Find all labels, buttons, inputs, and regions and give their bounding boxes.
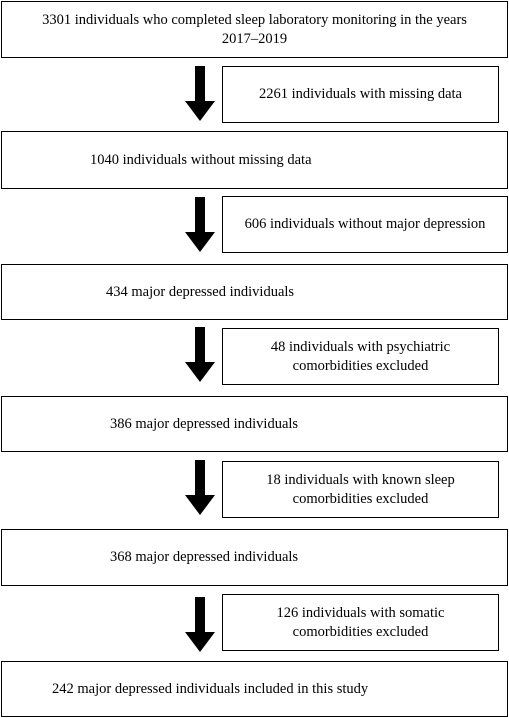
exclusion-text-4: 18 individuals with known sleep comorbid…	[266, 471, 455, 507]
exclusion-text-2: 606 individuals without major depression	[244, 216, 486, 232]
down-arrow-icon	[185, 327, 215, 382]
step-text-3: 434 major depressed individuals	[106, 283, 295, 300]
down-arrow-icon	[185, 197, 215, 252]
exclusion-text-1: 2261 individuals with missing data	[259, 86, 462, 102]
step-box-4: 386 major depressed individuals	[1, 396, 508, 452]
exclusion-text-5: 126 individuals with somatic comorbiditi…	[276, 604, 445, 640]
step-text-6: 242 major depressed individuals included…	[52, 680, 369, 697]
step-box-1: 3301 individuals who completed sleep lab…	[1, 1, 508, 58]
exclusion-box-5: 126 individuals with somatic comorbiditi…	[222, 594, 499, 651]
down-arrow-icon	[185, 66, 215, 121]
exclusion-box-3: 48 individuals with psychiatric comorbid…	[222, 328, 499, 385]
down-arrow-icon	[185, 597, 215, 652]
exclusion-box-1: 2261 individuals with missing data	[222, 66, 499, 123]
step-text-1: 3301 individuals who completed sleep lab…	[42, 11, 467, 47]
down-arrow-icon	[185, 460, 215, 515]
step-box-5: 368 major depressed individuals	[1, 529, 508, 586]
step-text-5: 368 major depressed individuals	[110, 549, 299, 565]
exclusion-text-3: 48 individuals with psychiatric comorbid…	[270, 338, 451, 374]
step-text-4: 386 major depressed individuals	[110, 415, 299, 432]
step-box-2: 1040 individuals without missing data	[1, 131, 508, 189]
step-box-6: 242 major depressed individuals included…	[1, 661, 508, 717]
exclusion-box-4: 18 individuals with known sleep comorbid…	[222, 461, 499, 518]
step-box-3: 434 major depressed individuals	[1, 264, 508, 320]
step-text-2: 1040 individuals without missing data	[90, 151, 312, 168]
exclusion-box-2: 606 individuals without major depression	[222, 196, 508, 253]
